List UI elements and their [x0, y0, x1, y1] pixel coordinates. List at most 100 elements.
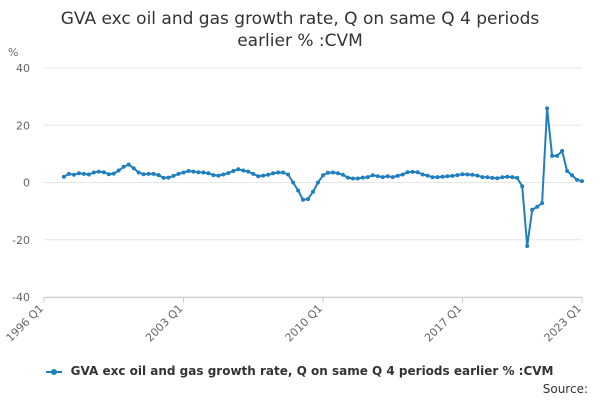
data-point[interactable] [575, 177, 579, 182]
data-point[interactable] [580, 179, 584, 184]
data-point[interactable] [455, 173, 460, 178]
data-point[interactable] [350, 176, 355, 181]
data-point[interactable] [121, 164, 126, 169]
data-point[interactable] [321, 173, 325, 178]
data-point[interactable] [330, 170, 335, 175]
data-point[interactable] [465, 172, 470, 177]
data-point[interactable] [296, 188, 301, 193]
data-point[interactable] [206, 171, 211, 176]
data-point[interactable] [475, 173, 480, 178]
data-point[interactable] [380, 175, 385, 180]
data-point[interactable] [241, 168, 246, 173]
data-point[interactable] [281, 170, 286, 175]
data-point[interactable] [415, 170, 420, 175]
data-point[interactable] [500, 175, 505, 180]
data-point[interactable] [400, 172, 405, 177]
data-point[interactable] [480, 175, 485, 180]
data-point[interactable] [365, 175, 370, 180]
data-point[interactable] [216, 173, 221, 178]
data-point[interactable] [340, 172, 345, 177]
data-point[interactable] [316, 180, 320, 185]
data-point[interactable] [395, 173, 400, 178]
data-point[interactable] [191, 169, 196, 174]
data-point[interactable] [370, 173, 375, 178]
data-point[interactable] [91, 170, 96, 175]
data-point[interactable] [266, 172, 271, 177]
data-point[interactable] [311, 189, 315, 194]
data-point[interactable] [470, 172, 475, 177]
data-point[interactable] [510, 175, 515, 180]
data-point[interactable] [450, 173, 455, 178]
data-point[interactable] [570, 173, 574, 178]
data-point[interactable] [86, 172, 91, 177]
data-point[interactable] [246, 169, 251, 174]
data-point[interactable] [141, 172, 146, 177]
data-point[interactable] [560, 149, 565, 153]
data-point[interactable] [106, 172, 111, 177]
data-point[interactable] [291, 180, 296, 185]
data-point[interactable] [405, 170, 410, 175]
data-point[interactable] [555, 153, 560, 158]
data-point[interactable] [355, 176, 360, 181]
data-point[interactable] [435, 175, 440, 180]
data-point[interactable] [66, 171, 71, 176]
data-point[interactable] [61, 174, 66, 179]
data-point[interactable] [545, 106, 550, 111]
data-point[interactable] [261, 173, 266, 178]
data-point[interactable] [505, 174, 510, 179]
data-point[interactable] [535, 204, 540, 209]
data-point[interactable] [111, 171, 116, 176]
data-point[interactable] [525, 244, 530, 248]
data-point[interactable] [211, 173, 216, 178]
data-point[interactable] [276, 170, 281, 175]
data-point[interactable] [306, 197, 310, 202]
data-point[interactable] [81, 171, 86, 176]
data-point[interactable] [385, 174, 390, 179]
data-point[interactable] [221, 172, 226, 177]
data-point[interactable] [116, 168, 121, 173]
data-point[interactable] [440, 174, 445, 179]
data-point[interactable] [530, 207, 535, 212]
data-point[interactable] [166, 175, 171, 180]
data-point[interactable] [301, 197, 305, 202]
data-point[interactable] [196, 170, 201, 175]
data-point[interactable] [410, 169, 415, 174]
data-point[interactable] [256, 174, 261, 179]
data-point[interactable] [540, 201, 545, 206]
data-point[interactable] [176, 171, 181, 176]
data-point[interactable] [126, 162, 131, 167]
data-point[interactable] [490, 175, 495, 180]
data-point[interactable] [325, 170, 330, 175]
data-point[interactable] [565, 169, 570, 173]
data-point[interactable] [360, 175, 365, 180]
data-point[interactable] [420, 172, 425, 177]
data-point[interactable] [445, 174, 450, 179]
data-point[interactable] [425, 173, 430, 178]
data-point[interactable] [485, 175, 490, 180]
data-point[interactable] [460, 172, 465, 177]
data-point[interactable] [171, 173, 176, 178]
data-point[interactable] [236, 167, 241, 172]
legend[interactable]: GVA exc oil and gas growth rate, Q on sa… [40, 364, 560, 378]
data-point[interactable] [520, 184, 525, 189]
data-point[interactable] [251, 171, 256, 176]
data-point[interactable] [96, 169, 101, 174]
data-point[interactable] [515, 175, 520, 180]
data-point[interactable] [181, 170, 186, 175]
data-point[interactable] [345, 175, 350, 180]
data-point[interactable] [286, 172, 291, 177]
data-point[interactable] [335, 171, 340, 176]
data-point[interactable] [151, 171, 156, 176]
data-point[interactable] [136, 170, 141, 175]
data-point[interactable] [495, 176, 500, 181]
data-point[interactable] [550, 153, 555, 158]
data-point[interactable] [226, 171, 231, 176]
data-point[interactable] [430, 175, 435, 180]
data-point[interactable] [390, 175, 395, 180]
data-point[interactable] [161, 175, 166, 180]
data-point[interactable] [231, 169, 236, 173]
data-point[interactable] [186, 169, 191, 173]
data-point[interactable] [146, 171, 151, 176]
data-point[interactable] [201, 170, 206, 175]
data-point[interactable] [271, 171, 276, 176]
